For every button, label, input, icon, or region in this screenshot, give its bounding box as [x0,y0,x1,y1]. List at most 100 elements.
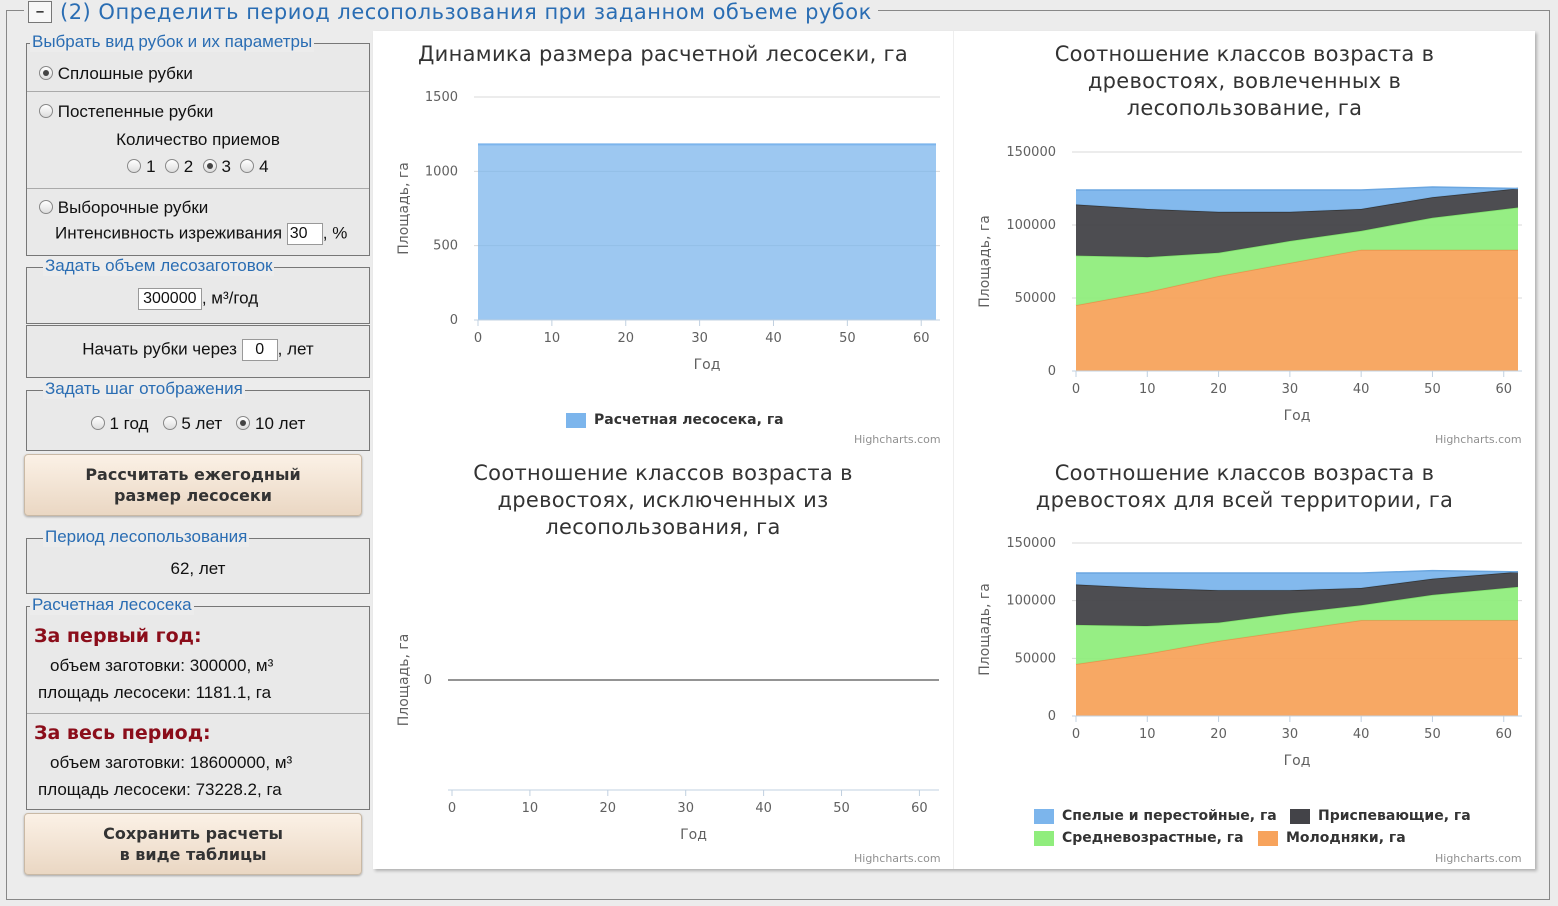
stages-option-label: 2 [183,157,194,176]
calculate-button-line2: размер лесосеки [114,486,272,505]
chart-plot: 0 500 1000 1500 0 10 20 30 40 50 60 Год Площадь, га [396,90,940,373]
y-tick-label: 50000 [1015,651,1056,666]
step-radio-10[interactable] [236,416,251,430]
y-tick-label: 1000 [425,164,458,179]
legend-item[interactable]: Спелые и перестойные, га [1034,808,1277,824]
x-axis-title: Год [1284,408,1311,424]
stages-radio-2[interactable] [165,159,180,173]
gradual-option[interactable]: Постепенные рубки [39,102,213,122]
selective-label: Выборочные рубки [57,198,209,217]
y-tick-label: 100000 [1006,594,1056,609]
x-tick-label: 0 [1072,727,1080,742]
y-tick-label: 0 [424,673,432,688]
period-fieldset: Период лесопользования 62, лет [26,527,370,594]
y-tick-label: 50000 [1015,291,1056,306]
y-tick-label: 100000 [1006,218,1056,233]
y-axis-title: Площадь, га [396,634,412,727]
x-tick-label: 0 [474,331,482,346]
stages-radio-1[interactable] [127,159,142,173]
step-radio-5[interactable] [162,416,177,430]
x-tick-label: 10 [544,331,561,346]
clearcut-option[interactable]: Сплошные рубки [39,64,193,84]
selective-option[interactable]: Выборочные рубки [39,198,208,218]
credits-link[interactable]: Highcharts.com [854,852,941,865]
period-volume: объем заготовки: 18600000, м³ [50,753,293,772]
volume-row: 300000, м³/год [27,288,369,310]
x-axis-title: Год [1284,753,1311,769]
start-input[interactable]: 0 [241,339,278,361]
legend-label: Спелые и перестойные, га [1062,808,1277,824]
step-radio-1[interactable] [90,416,105,430]
intensity-label: Интенсивность изреживания [55,223,283,243]
clearcut-radio[interactable] [39,66,53,80]
chart-title: Соотношение классов возраста в древостоя… [1054,42,1435,120]
start-unit: , лет [277,339,314,359]
save-table-button[interactable]: Сохранить расчеты в виде таблицы [24,813,362,875]
x-axis-title: Год [694,357,721,373]
area-Спелые и перестойные, га [1076,570,1518,591]
x-tick-label: 50 [1424,727,1441,742]
charts-divider [953,31,954,869]
x-tick-label: 20 [617,331,634,346]
period-value: 62, лет [170,559,226,578]
gradual-radio[interactable] [39,104,53,118]
step-options: 1 год 5 лет 10 лет [27,414,369,434]
area-Средневозрастные, га [1076,207,1518,306]
y-tick-label: 150000 [1006,536,1056,551]
y-tick-label: 1500 [425,90,458,105]
divider [27,91,369,92]
first-year-area: площадь лесосеки: 1181.1, га [38,683,272,702]
first-year-volume: объем заготовки: 300000, м³ [50,656,274,675]
area-Средневозрастные, га [1076,586,1518,665]
area-series [478,144,936,320]
chart-title: Соотношение классов возраста в древостоя… [1035,461,1454,512]
stages-option-label: 4 [259,157,269,176]
x-tick-label: 30 [1282,727,1299,742]
calculate-button-line1: Рассчитать ежегодный [85,465,301,484]
cut-type-fieldset: Выбрать вид рубок и их параметры Сплошны… [26,32,370,256]
x-tick-label: 40 [765,331,782,346]
legend-label: Молодняки, га [1286,830,1406,846]
chart-title: Динамика размера расчетной лесосеки, га [417,42,909,66]
x-tick-label: 10 [1139,727,1156,742]
x-tick-label: 20 [1210,382,1227,397]
legend-item[interactable]: Приспевающие, га [1290,808,1471,824]
legend-item[interactable]: Молодняки, га [1258,830,1406,846]
x-tick-label: 50 [833,801,850,816]
legend-swatch [1034,830,1054,846]
y-tick-label: 150000 [1006,145,1056,160]
x-tick-label: 20 [1210,727,1227,742]
legend-swatch [566,412,586,428]
legend-swatch [1034,808,1054,824]
period-heading: За весь период: [34,722,211,744]
legend-swatch [1290,808,1310,824]
x-tick-label: 60 [913,331,930,346]
stages-radio-4[interactable] [240,159,255,173]
x-tick-label: 30 [691,331,708,346]
credits-link[interactable]: Highcharts.com [1435,852,1522,865]
period-legend: Период лесопользования [43,527,250,547]
area-Приспевающие, га [1076,571,1518,627]
credits-link[interactable]: Highcharts.com [854,433,941,446]
intensity-unit: , % [322,223,348,243]
cutting-area-fieldset: Расчетная лесосека За первый год: объем … [26,595,370,810]
credits-link[interactable]: Highcharts.com [1435,433,1522,446]
legend-item[interactable]: Средневозрастные, га [1034,830,1244,846]
stages-radio-3[interactable] [202,159,217,173]
chart-plot: 0 50000 100000 150000 0 10 20 30 40 50 60 Год Площад… [977,536,1522,769]
x-tick-label: 30 [1282,382,1299,397]
step-option-label: 5 лет [181,414,223,433]
series-line [1075,187,1519,213]
legend-label: Средневозрастные, га [1062,830,1244,846]
legend-item[interactable]: Расчетная лесосека, га [566,412,784,428]
selective-radio[interactable] [39,200,53,214]
x-tick-label: 10 [1139,382,1156,397]
clearcut-label: Сплошные рубки [57,64,193,83]
collapse-button[interactable]: – [28,1,52,23]
intensity-input[interactable]: 30 [286,223,323,245]
calculate-button[interactable]: Рассчитать ежегодный размер лесосеки [24,454,362,516]
x-tick-label: 0 [1072,382,1080,397]
volume-input[interactable]: 300000 [137,288,202,310]
x-tick-label: 60 [911,801,928,816]
step-fieldset: Задать шаг отображения 1 год 5 лет 10 ле… [26,379,370,451]
